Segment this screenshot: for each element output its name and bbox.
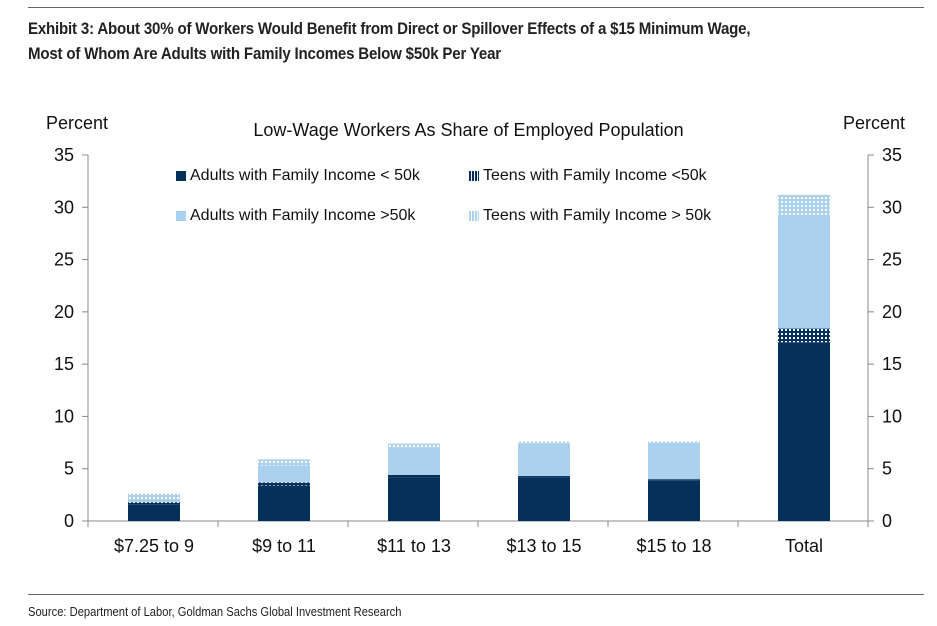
x-category-label: $11 to 13 [377, 536, 451, 556]
bar-segment-teens-below [518, 476, 570, 478]
x-category-label: $13 to 15 [506, 536, 581, 556]
legend-item-teens-below-50k: Teens with Family Income <50k [469, 167, 707, 185]
right-y-tick-label: 10 [882, 406, 902, 426]
right-y-tick-label: 0 [882, 511, 892, 531]
left-y-tick-label: 35 [54, 145, 74, 165]
right-axis-unit-label: Percent [843, 113, 906, 133]
right-y-tick-label: 5 [882, 459, 892, 479]
bar-segment-teens-below [388, 474, 440, 478]
bar-segment-adults-below [128, 504, 180, 521]
legend-item-teens-above-50k: Teens with Family Income > 50k [469, 207, 711, 225]
bar-segment-adults-above [648, 442, 700, 480]
bar-segment-teens-above [258, 459, 310, 466]
left-y-tick-label: 30 [54, 197, 74, 217]
x-category-label: $9 to 11 [252, 536, 316, 556]
bar-segment-teens-below [778, 328, 830, 343]
x-category-label: Total [785, 536, 823, 556]
axes [82, 154, 874, 527]
legend-label: Adults with Family Income >50k [190, 207, 416, 224]
bar-segment-adults-below [258, 485, 310, 521]
chart-title: Low-Wage Workers As Share of Employed Po… [253, 120, 684, 140]
bar-segment-teens-above [518, 441, 570, 444]
legend-label: Teens with Family Income <50k [483, 167, 707, 184]
bar-segment-teens-below [648, 479, 700, 481]
right-y-tick-label: 30 [882, 197, 902, 217]
bar-segment-adults-above [388, 447, 440, 475]
left-y-tick-label: 25 [54, 250, 74, 270]
x-category-label: $7.25 to 9 [114, 536, 194, 556]
bar-segment-adults-above [518, 443, 570, 477]
bar-segment-adults-above [778, 214, 830, 329]
left-y-tick-label: 0 [64, 511, 74, 531]
legend-label: Teens with Family Income > 50k [483, 207, 712, 224]
x-category-label: $15 to 18 [636, 536, 711, 556]
left-axis-unit-label: Percent [46, 113, 109, 133]
bar-segment-teens-above [648, 441, 700, 443]
bar-segment-teens-below [258, 482, 310, 486]
legend-label: Adults with Family Income < 50k [190, 167, 420, 184]
legend-swatch-teens-above-50k [469, 211, 479, 221]
bar-segment-teens-above [128, 493, 180, 500]
bar-segment-adults-above [128, 499, 180, 503]
exhibit-title-line-2: Most of Whom Are Adults with Family Inco… [28, 45, 501, 63]
bar-segment-adults-above [258, 465, 310, 483]
bar-segment-adults-below [648, 480, 700, 521]
left-y-tick-label: 10 [54, 406, 74, 426]
axis-labels: 0 0 5 5 10 10 15 15 20 20 25 25 30 30 35 35 $7.25 to 9 $9… [54, 145, 902, 556]
source-note: Source: Department of Labor, Goldman Sac… [28, 604, 402, 619]
legend-item-adults-above-50k: Adults with Family Income >50k [176, 207, 415, 225]
legend-swatch-adults-above-50k [176, 211, 186, 221]
legend-swatch-adults-below-50k [176, 171, 186, 181]
top-rule [28, 7, 924, 8]
left-y-tick-label: 20 [54, 302, 74, 322]
right-y-tick-label: 15 [882, 354, 902, 374]
bottom-rule [28, 594, 924, 595]
bar-segment-adults-below [778, 342, 830, 521]
right-y-tick-label: 25 [882, 250, 902, 270]
exhibit-title: Exhibit 3: About 30% of Workers Would Be… [28, 17, 865, 67]
bar-segment-adults-below [388, 477, 440, 521]
bar-segment-adults-below [518, 477, 570, 521]
left-y-tick-label: 5 [64, 459, 74, 479]
bar-segment-teens-below [128, 502, 180, 505]
right-y-tick-label: 35 [882, 145, 902, 165]
left-y-tick-label: 15 [54, 354, 74, 374]
exhibit-title-line-1: Exhibit 3: About 30% of Workers Would Be… [28, 20, 751, 38]
bar-segment-teens-above [778, 194, 830, 215]
bars [128, 194, 830, 521]
bar-segment-teens-above [388, 443, 440, 448]
legend-swatch-teens-below-50k [469, 171, 479, 181]
right-y-tick-label: 20 [882, 302, 902, 322]
legend-item-adults-below-50k: Adults with Family Income < 50k [176, 167, 420, 185]
